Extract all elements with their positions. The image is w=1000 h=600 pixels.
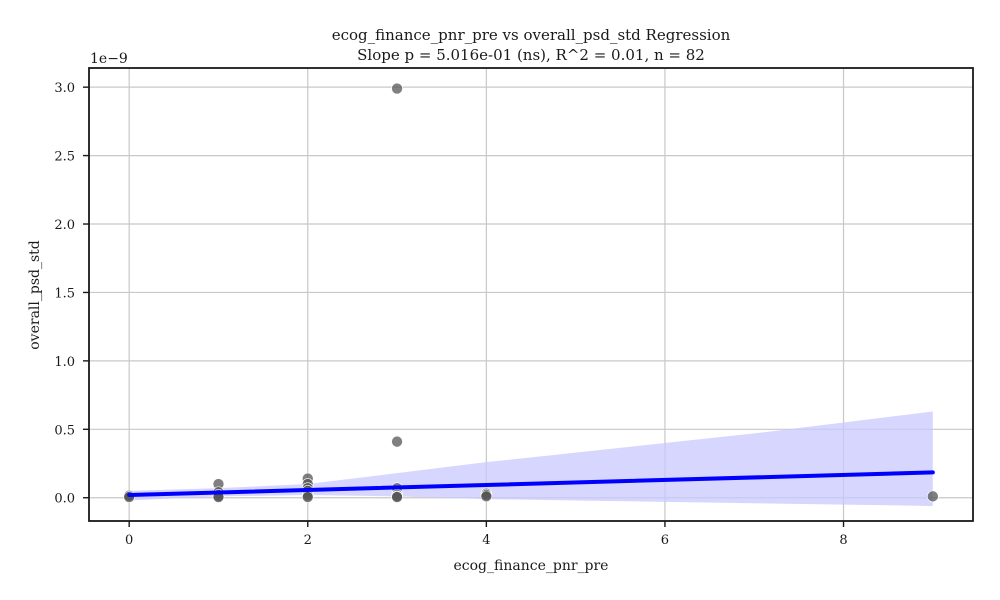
x-axis-label: ecog_finance_pnr_pre [454,558,609,574]
x-tick-label: 2 [304,533,312,548]
y-axis-label: overall_psd_std [27,240,43,350]
scatter-point [391,435,403,448]
regression-line [127,470,935,497]
y-tick-label: 0.5 [54,423,75,438]
x-tick-label: 6 [661,533,669,548]
scatter-point [391,82,403,95]
x-tick-label: 0 [125,533,133,548]
x-tick-label: 4 [482,533,490,548]
y-tick-label: 2.5 [54,150,75,165]
scatter-point [480,490,493,503]
axes: 0 2 4 6 8 0.0 0.5 1.0 1.5 2.0 2.5 3.0 [54,67,974,548]
confidence-band-area [129,411,933,506]
chart-subtitle: Slope p = 5.016e-01 (ns), R^2 = 0.01, n … [357,46,705,64]
y-tick-label: 1.0 [54,355,75,370]
scatter-point [301,491,314,503]
y-tick-label: 1.5 [54,286,75,301]
regression-line-group [127,470,935,497]
scatter-point [927,490,939,503]
y-tick-label: 3.0 [54,81,75,96]
plot-frame [88,67,974,522]
y-tick-label: 2.0 [54,218,75,233]
x-tick-label: 8 [839,533,847,548]
chart-title: ecog_finance_pnr_pre vs overall_psd_std … [332,26,731,44]
y-tick-label: 0.0 [54,492,75,507]
confidence-band [129,411,933,506]
scatter-point [391,491,403,503]
y-offset-label: 1e−9 [90,51,128,67]
